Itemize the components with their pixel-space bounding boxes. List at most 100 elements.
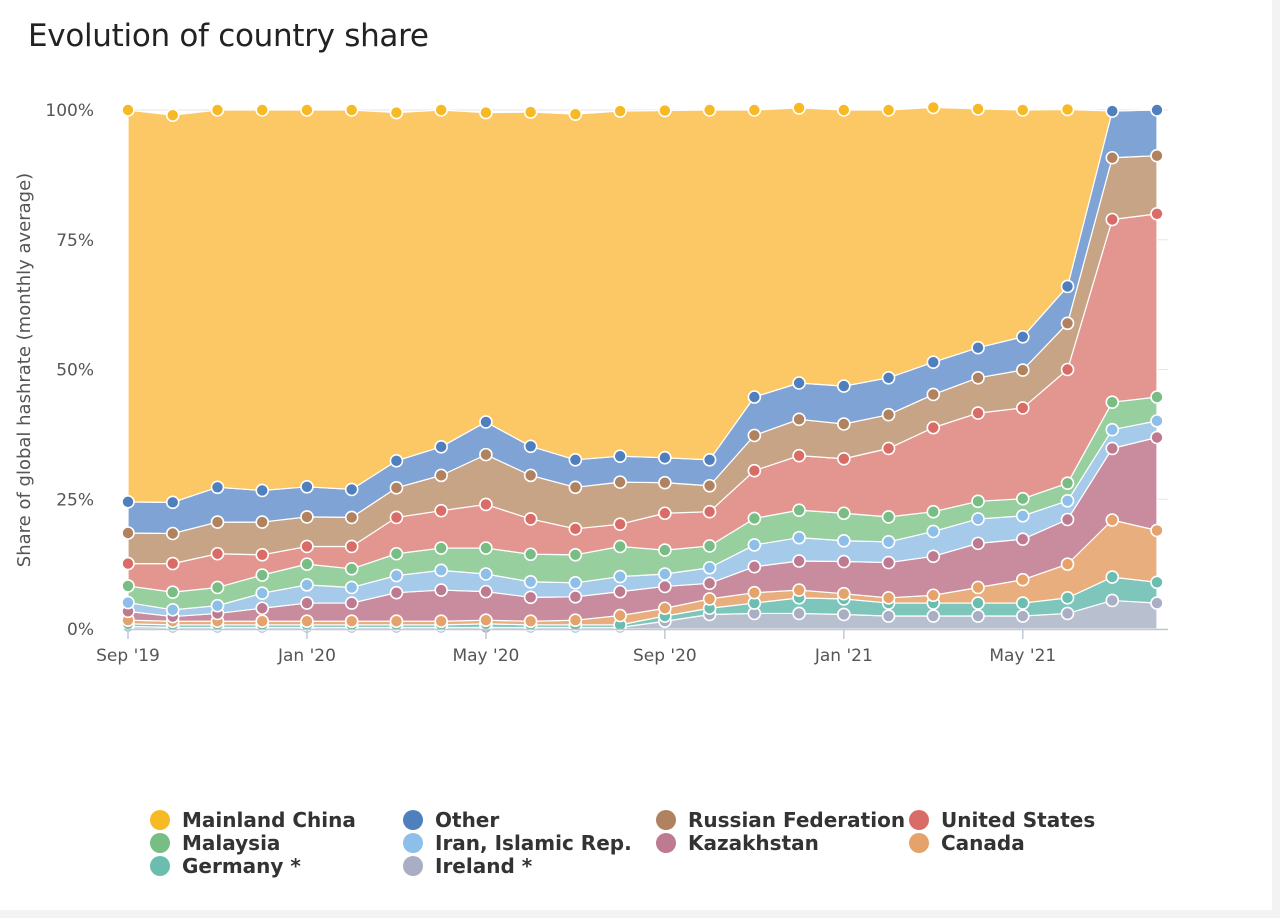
marker-iran-islamic-rep (971, 512, 985, 526)
marker-germany (1060, 591, 1075, 605)
y-axis-label: Share of global hashrate (monthly averag… (14, 173, 35, 567)
marker-mainland-china (389, 105, 404, 120)
marker-united-states (971, 406, 985, 420)
marker-iran-islamic-rep (344, 580, 359, 595)
x-tick-label: May '20 (452, 646, 519, 666)
marker-iran-islamic-rep (792, 530, 806, 545)
x-tick-label: Jan '21 (814, 646, 873, 666)
legend-label: Kazakhstan (688, 831, 819, 855)
legend-swatch (403, 856, 423, 876)
marker-other (165, 495, 180, 510)
marker-malaysia (479, 541, 493, 555)
marker-russian-federation (613, 475, 627, 489)
legend-swatch (150, 833, 170, 853)
marker-canada (837, 586, 851, 601)
x-tick-label: May '21 (989, 646, 1056, 666)
legend-swatch (150, 856, 170, 876)
y-tick-label: 25% (56, 490, 94, 510)
x-axis: Sep '19 Jan '20 May '20 Sep '20 Jan '21 May '… (96, 628, 1168, 666)
marker-russian-federation (702, 478, 717, 493)
marker-malaysia (389, 546, 404, 561)
marker-malaysia (702, 539, 717, 553)
marker-united-states (1060, 362, 1075, 377)
marker-kazakhstan (1150, 430, 1164, 445)
marker-ireland (881, 609, 896, 623)
marker-united-states (702, 504, 717, 519)
legend-label: United States (941, 808, 1096, 832)
legend-swatch (403, 810, 423, 830)
marker-ireland (1015, 609, 1030, 623)
marker-mainland-china (747, 103, 762, 117)
marker-russian-federation (300, 510, 314, 524)
marker-other (434, 440, 448, 454)
chart-title: Evolution of country share (28, 18, 429, 54)
marker-russian-federation (479, 447, 493, 462)
marker-canada (523, 614, 538, 629)
marker-mainland-china (837, 103, 851, 117)
legend-item-canada[interactable]: Canada (909, 831, 1025, 855)
marker-russian-federation (881, 407, 896, 422)
legend-label: Malaysia (182, 831, 281, 855)
marker-russian-federation (747, 428, 762, 443)
marker-united-states (926, 420, 941, 435)
legend-item-other[interactable]: Other (403, 808, 499, 832)
marker-malaysia (747, 511, 762, 526)
marker-malaysia (1105, 395, 1120, 410)
legend-item-mainland-china[interactable]: Mainland China (150, 808, 356, 832)
marker-canada (479, 613, 493, 627)
marker-ireland (1060, 606, 1075, 621)
marker-iran-islamic-rep (210, 598, 225, 613)
marker-russian-federation (523, 468, 538, 483)
legend-swatch (656, 833, 676, 853)
marker-russian-federation (121, 526, 135, 540)
marker-mainland-china (1015, 103, 1030, 117)
legend-item-ireland[interactable]: Ireland * (403, 854, 532, 878)
legend-item-kazakhstan[interactable]: Kazakhstan (656, 831, 819, 855)
marker-united-states (389, 510, 404, 525)
legend-item-iran-islamic-rep[interactable]: Iran, Islamic Rep. (403, 831, 632, 855)
marker-united-states (523, 512, 538, 526)
marker-ireland (1105, 593, 1120, 608)
marker-mainland-china (792, 101, 806, 115)
marker-mainland-china (255, 103, 270, 117)
marker-iran-islamic-rep (881, 535, 896, 549)
marker-united-states (479, 497, 493, 512)
marker-malaysia (881, 510, 896, 524)
marker-mainland-china (434, 103, 448, 117)
marker-mainland-china (926, 100, 941, 115)
marker-russian-federation (792, 412, 806, 427)
marker-mainland-china (523, 105, 538, 119)
marker-ireland (1150, 596, 1164, 610)
marker-united-states (300, 539, 314, 554)
legend-label: Russian Federation (688, 808, 906, 832)
marker-germany (1105, 570, 1120, 584)
marker-malaysia (792, 503, 806, 517)
marker-malaysia (121, 579, 135, 593)
marker-kazakhstan (389, 585, 404, 600)
legend-item-united-states[interactable]: United States (909, 808, 1095, 832)
legend-item-germany[interactable]: Germany * (150, 854, 301, 878)
marker-canada (971, 580, 985, 595)
marker-kazakhstan (523, 590, 538, 605)
marker-other (747, 390, 762, 404)
legend-item-russian-federation[interactable]: Russian Federation (656, 808, 905, 832)
legend-item-malaysia[interactable]: Malaysia (150, 831, 280, 855)
marker-united-states (1015, 401, 1030, 415)
marker-kazakhstan (568, 590, 583, 604)
marker-iran-islamic-rep (255, 586, 270, 600)
marker-canada (1150, 523, 1164, 538)
marker-kazakhstan (881, 555, 896, 570)
marker-malaysia (568, 547, 583, 562)
marker-canada (1105, 513, 1120, 527)
data-markers (121, 100, 1164, 635)
marker-united-states (658, 506, 672, 521)
marker-russian-federation (255, 515, 270, 529)
marker-kazakhstan (837, 554, 851, 569)
x-tick-label: Sep '19 (96, 646, 160, 666)
marker-malaysia (255, 568, 270, 582)
marker-kazakhstan (971, 536, 985, 551)
marker-kazakhstan (792, 554, 806, 568)
marker-germany (971, 596, 985, 610)
marker-other (1105, 104, 1120, 118)
marker-other (300, 479, 314, 494)
